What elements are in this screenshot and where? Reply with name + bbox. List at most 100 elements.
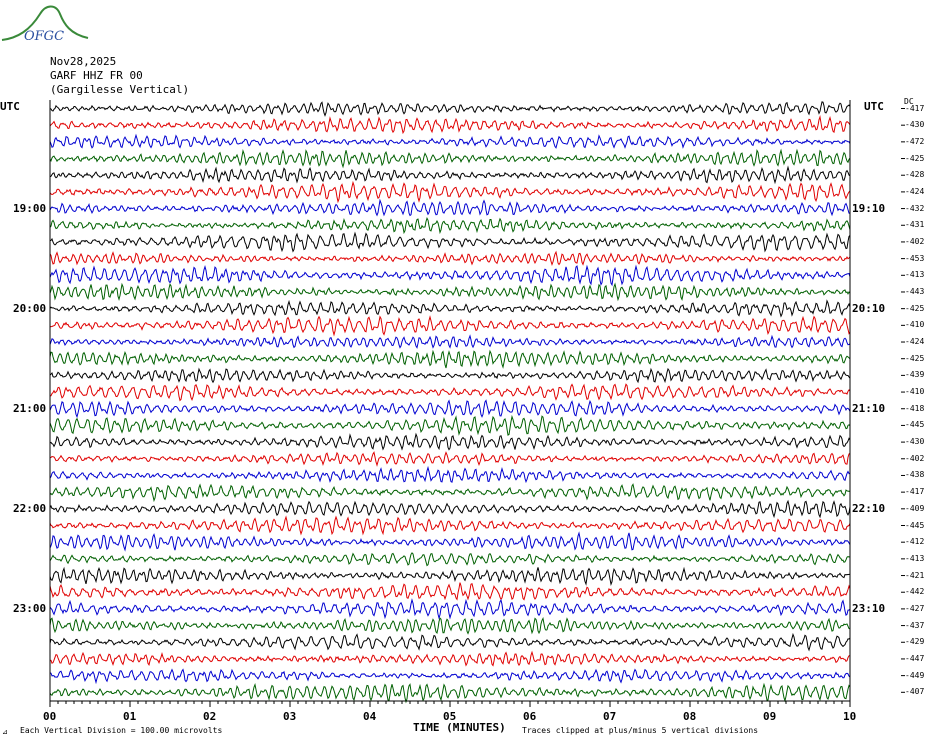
dc-offset-value: -418: [905, 403, 925, 413]
dc-offset-value: -417: [905, 103, 925, 113]
trace-row-27: [49, 531, 851, 552]
x-tick-label: 04: [363, 710, 377, 723]
dc-offset-value: -413: [905, 553, 925, 563]
clip-note: Traces clipped at plus/minus 5 vertical …: [522, 726, 759, 735]
right-time-label: 19:10: [852, 201, 886, 215]
trace-row-4: [49, 148, 851, 169]
trace-row-32: [49, 616, 851, 635]
scale-note: Each Vertical Division = 100.00 microvol…: [20, 726, 223, 735]
dc-offset-value: -402: [905, 236, 925, 246]
right-time-label: 23:10: [852, 601, 886, 615]
trace-row-15: [49, 334, 851, 349]
trace-row-14: [49, 315, 851, 337]
trace-row-18: [49, 383, 851, 402]
trace-row-20: [49, 414, 851, 436]
dc-offset-value: -428: [905, 170, 925, 180]
dc-offset-value: -412: [905, 537, 925, 547]
dc-offset-value: -438: [905, 470, 925, 480]
chart-date: Nov28,2025: [50, 55, 117, 68]
trace-row-16: [49, 349, 851, 369]
left-time-label: 20:00: [13, 301, 47, 315]
dc-offset-value: -430: [905, 437, 925, 447]
dc-offset-value: -437: [905, 620, 925, 630]
trace-row-28: [49, 552, 851, 567]
dc-label: DC: [904, 97, 914, 106]
dc-offset-value: -409: [905, 503, 925, 513]
dc-offset-value: -410: [905, 387, 925, 397]
dc-offset-value: -445: [905, 520, 925, 530]
dc-offset-value: -472: [905, 136, 925, 146]
utc-right-label: UTC: [864, 100, 884, 113]
x-tick-label: 06: [523, 710, 537, 723]
dc-offset-value: -413: [905, 270, 925, 280]
left-time-label: 21:00: [13, 401, 47, 415]
trace-row-34: [49, 650, 851, 667]
trace-row-17: [49, 367, 851, 384]
dc-offset-value: -417: [905, 487, 925, 497]
trace-row-35: [49, 668, 851, 685]
dc-offset-value: -443: [905, 286, 925, 296]
dc-offset-value: -449: [905, 670, 925, 680]
x-tick-label: 00: [43, 710, 57, 723]
dc-offset-value: -453: [905, 253, 925, 263]
dc-offset-value: -427: [905, 603, 925, 613]
trace-row-6: [49, 180, 851, 204]
dc-offset-value: -425: [905, 153, 925, 163]
dc-offset-value: -447: [905, 653, 925, 663]
right-time-label: 21:10: [852, 401, 886, 415]
dc-offset-value: -410: [905, 320, 925, 330]
trace-row-24: [49, 483, 851, 503]
trace-row-9: [49, 231, 851, 253]
trace-row-11: [49, 264, 851, 287]
x-tick-label: 08: [683, 710, 697, 723]
dc-offset-value: -439: [905, 370, 925, 380]
dc-offset-value: -402: [905, 453, 925, 463]
trace-row-19: [49, 399, 851, 419]
left-time-label: 19:00: [13, 201, 47, 215]
trace-row-30: [49, 582, 851, 601]
trace-row-1: [49, 101, 851, 117]
trace-row-29: [49, 566, 850, 586]
dc-offset-value: -445: [905, 420, 925, 430]
left-time-label: 23:00: [13, 601, 47, 615]
trace-row-26: [49, 515, 851, 536]
trace-row-8: [49, 217, 851, 235]
trace-row-25: [49, 499, 851, 519]
trace-row-13: [49, 299, 851, 318]
logo-text: OFGC: [24, 29, 64, 44]
x-tick-label: 03: [283, 710, 297, 723]
right-time-label: 22:10: [852, 501, 886, 515]
trace-row-22: [49, 451, 851, 467]
dc-offset-value: -429: [905, 637, 925, 647]
dc-offset-value: -407: [905, 687, 925, 697]
ofgc-logo: OFGC: [1, 5, 89, 44]
dc-offset-value: -442: [905, 587, 925, 597]
dc-offset-value: -424: [905, 186, 925, 196]
axis-marks: [49, 108, 905, 707]
trace-row-12: [49, 282, 851, 302]
dc-offset-value: -424: [905, 337, 925, 347]
trace-row-2: [49, 115, 851, 135]
x-tick-label: 05: [443, 710, 457, 723]
dc-offset-value: -425: [905, 353, 925, 363]
dc-offset-value: -430: [905, 120, 925, 130]
trace-row-33: [49, 632, 851, 652]
right-time-label: 20:10: [852, 301, 886, 315]
trace-row-21: [49, 432, 851, 451]
x-tick-label: 07: [603, 710, 617, 723]
trace-row-31: [49, 598, 851, 620]
station-location: (Gargilesse Vertical): [50, 83, 190, 96]
trace-row-10: [49, 250, 851, 267]
dc-offset-value: -421: [905, 570, 925, 580]
x-tick-label: 10: [843, 710, 857, 723]
trace-row-23: [49, 465, 851, 484]
trace-row-7: [49, 198, 851, 217]
dc-offset-value: -432: [905, 203, 925, 213]
trace-row-36: [49, 682, 851, 704]
dc-offset-value: -431: [905, 220, 925, 230]
station-code: GARF HHZ FR 00: [50, 69, 143, 82]
trace-row-3: [49, 133, 851, 149]
utc-left-label: UTC: [0, 100, 20, 113]
dc-offset-value: -425: [905, 303, 925, 313]
